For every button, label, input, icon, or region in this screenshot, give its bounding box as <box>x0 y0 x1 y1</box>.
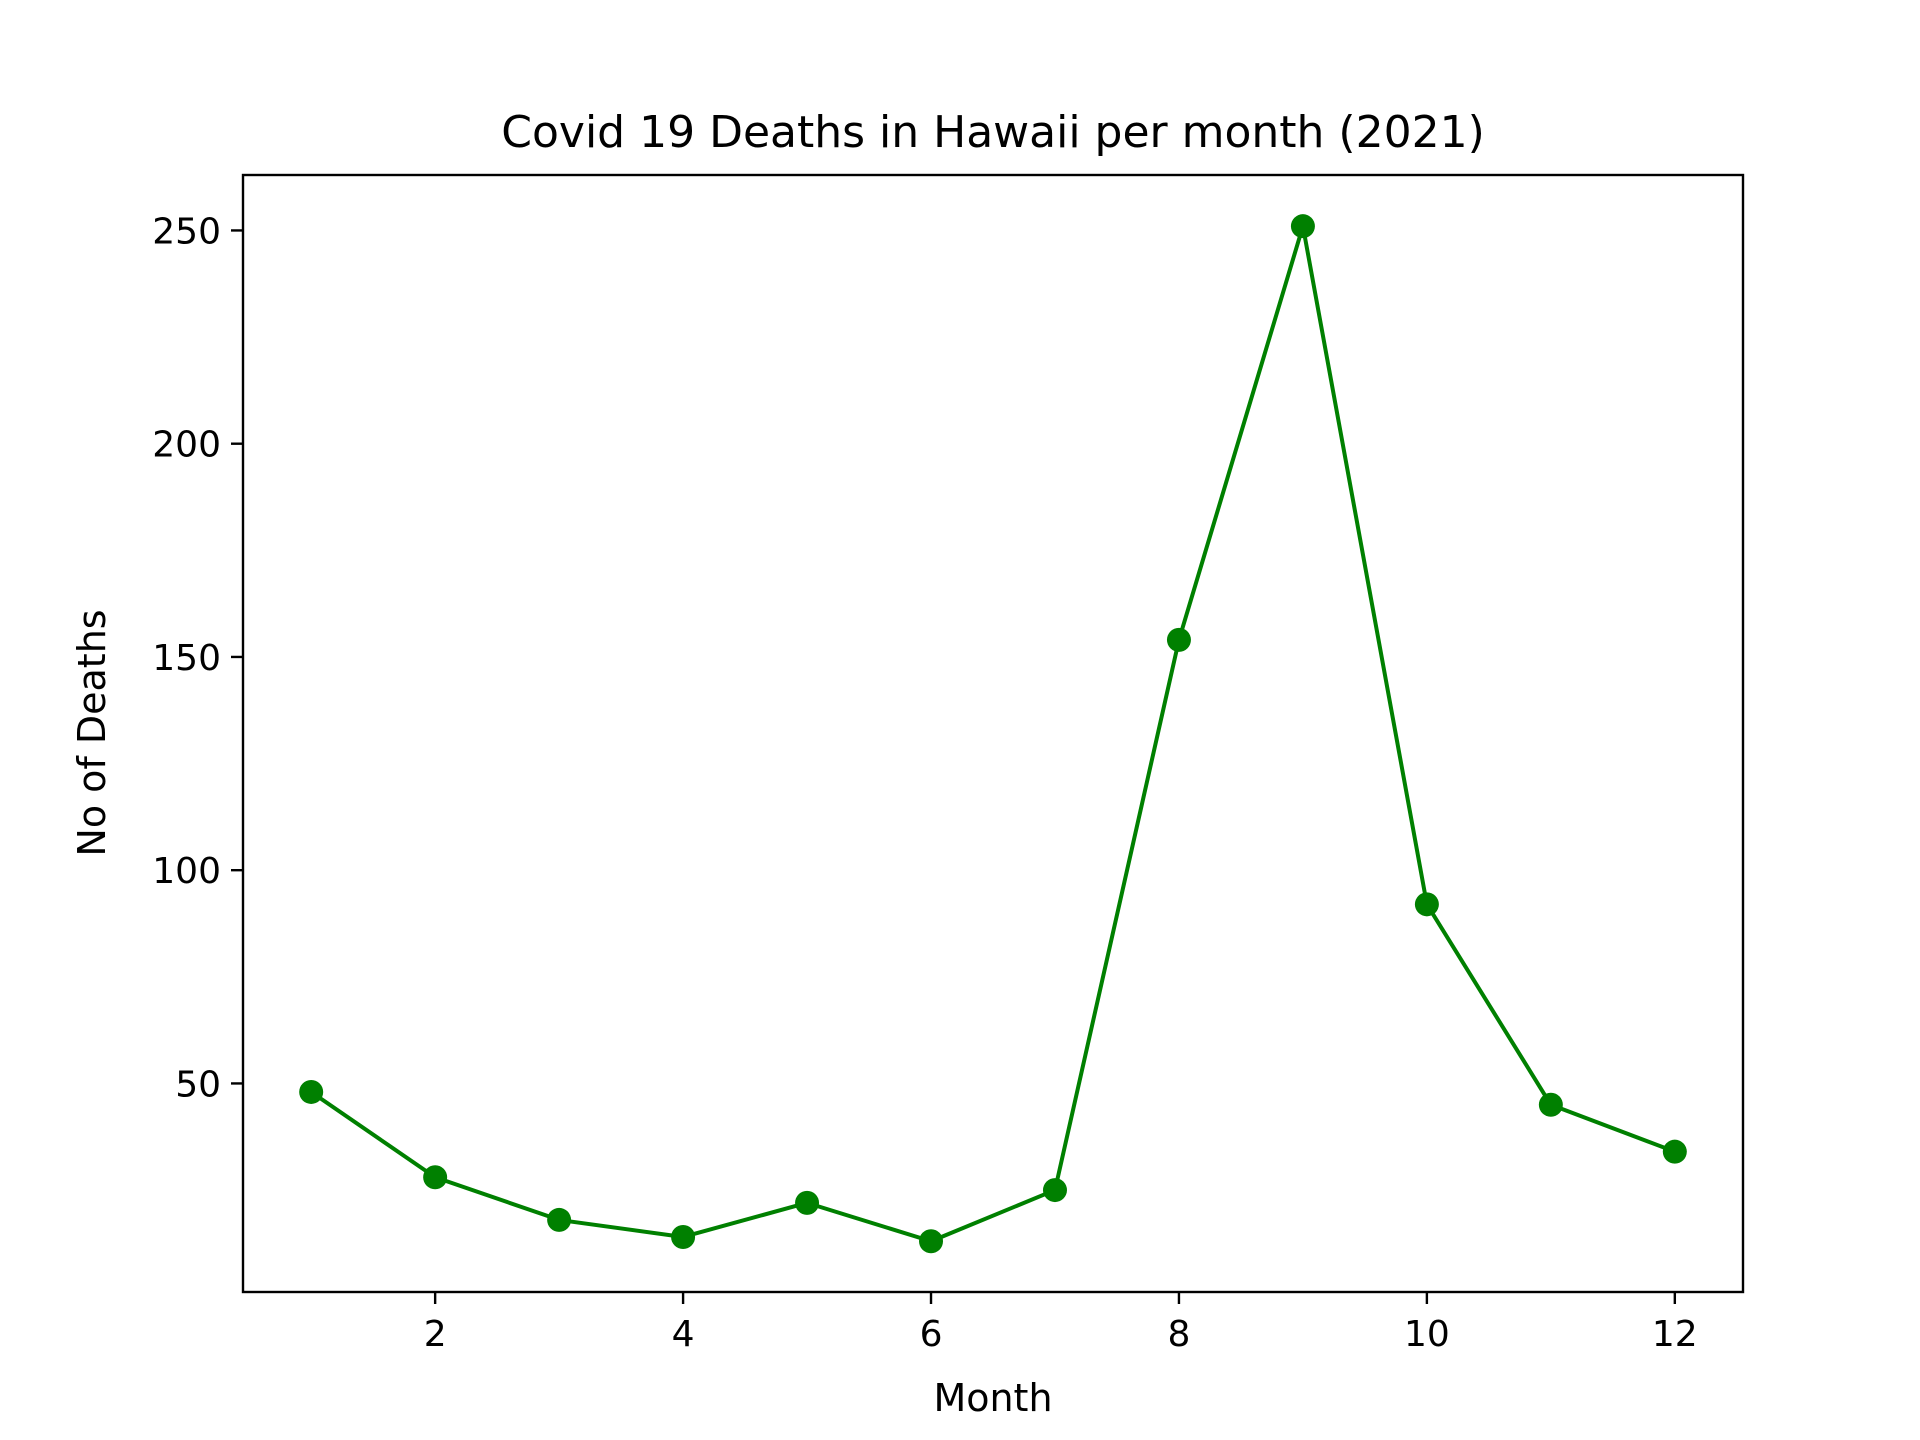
y-tick-label: 250 <box>152 211 221 252</box>
data-point <box>423 1165 448 1190</box>
data-point <box>1662 1139 1687 1164</box>
data-point <box>1538 1092 1563 1117</box>
x-tick-label: 6 <box>920 1314 943 1355</box>
x-axis-label: Month <box>933 1376 1052 1420</box>
plot-area <box>299 214 1687 1254</box>
x-axis: 2 4 6 8 10 12 <box>424 1292 1698 1355</box>
chart-title: Covid 19 Deaths in Hawaii per month (202… <box>501 107 1484 158</box>
data-point <box>547 1207 572 1232</box>
series-line <box>310 224 1676 1244</box>
data-point <box>919 1229 944 1254</box>
x-tick-label: 2 <box>424 1314 447 1355</box>
data-point <box>1414 892 1439 917</box>
y-axis: 50 100 150 200 250 <box>152 211 243 1105</box>
data-point <box>795 1190 820 1215</box>
x-tick-label: 4 <box>672 1314 695 1355</box>
x-tick-label: 10 <box>1404 1314 1450 1355</box>
x-tick-label: 12 <box>1652 1314 1698 1355</box>
data-point <box>1290 214 1315 239</box>
y-tick-label: 150 <box>152 638 221 679</box>
y-tick-label: 200 <box>152 425 221 466</box>
data-point <box>1166 627 1191 652</box>
y-tick-label: 50 <box>175 1064 221 1105</box>
data-point <box>671 1224 696 1249</box>
y-tick-label: 100 <box>152 851 221 892</box>
data-point <box>1042 1178 1067 1203</box>
x-tick-label: 8 <box>1167 1314 1190 1355</box>
plot-frame <box>241 173 1745 1294</box>
y-axis-label: No of Deaths <box>70 609 114 856</box>
data-point <box>299 1079 324 1104</box>
